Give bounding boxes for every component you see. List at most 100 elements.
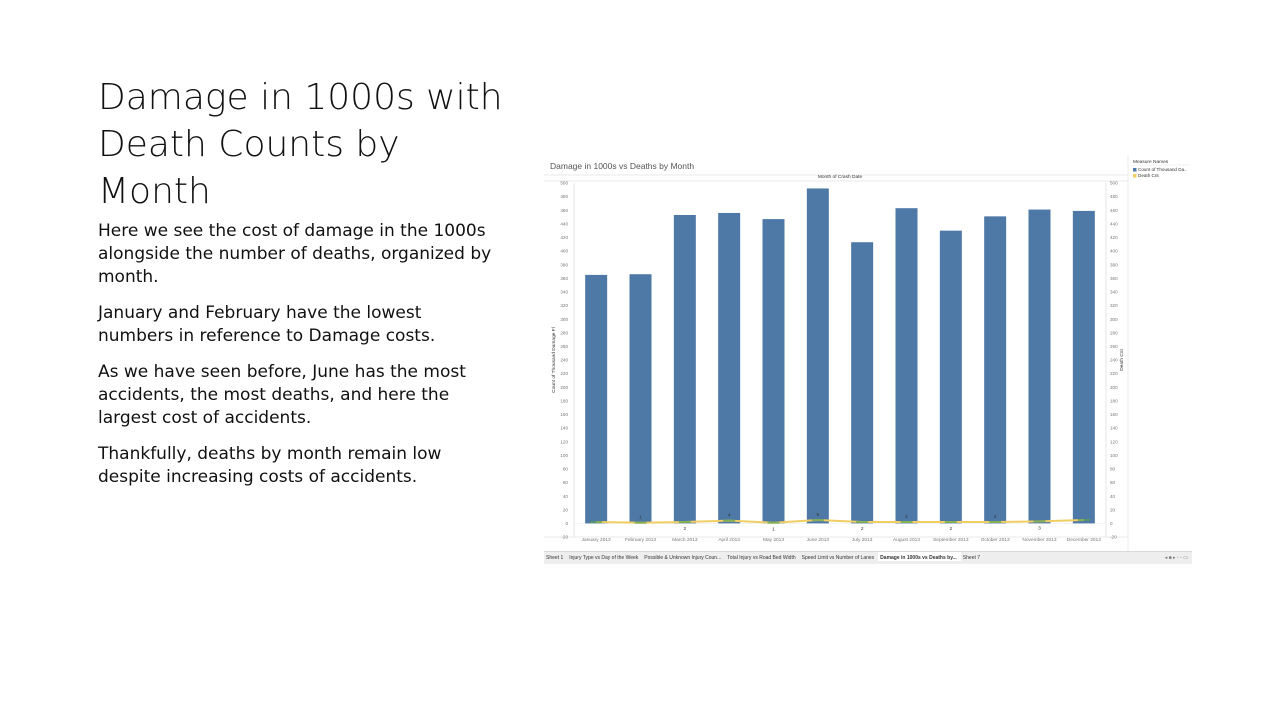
death-count-marker: [989, 521, 1002, 524]
y2-tick-label: 60: [1110, 480, 1116, 485]
y2-tick-label: 380: [1110, 262, 1118, 267]
y-tick-label: 480: [560, 194, 568, 199]
x-tick-label: February 2013: [625, 537, 657, 543]
y2-tick-label: 400: [1110, 249, 1118, 254]
bar: [629, 274, 652, 524]
y2-tick-label: 200: [1110, 385, 1118, 390]
death-count-marker: [1077, 518, 1090, 521]
slide-paragraph: Here we see the cost of damage in the 10…: [98, 221, 492, 287]
death-count-marker: [590, 521, 603, 524]
y-tick-label: 20: [563, 507, 569, 512]
sheet-tab[interactable]: Injury Type vs Day of the Week: [569, 555, 639, 561]
legend-entry: Death Cnt: [1138, 173, 1159, 178]
x-tick-label: January 2013: [582, 537, 611, 543]
y-tick-label: 40: [563, 494, 569, 499]
x-tick-label: April 2013: [718, 537, 740, 543]
y-axis-title: Count of Thousand Damage Fl: [551, 327, 557, 393]
bar: [718, 212, 741, 524]
bar: [673, 214, 696, 524]
death-count-marker: [944, 521, 957, 524]
slide-body: Here we see the cost of damage in the 10…: [98, 220, 498, 502]
death-count-marker: [811, 518, 824, 521]
y-tick-label: 240: [560, 358, 568, 363]
y-tick-label: 200: [560, 385, 568, 390]
y2-tick-label: 100: [1110, 453, 1118, 458]
x-tick-label: August 2013: [893, 537, 920, 543]
y-tick-label: 360: [560, 276, 568, 281]
death-count-label: 1: [639, 515, 642, 521]
death-count-label: 2: [994, 514, 997, 520]
death-count-label: 3: [1038, 525, 1041, 531]
death-count-marker: [900, 521, 913, 524]
bar: [984, 216, 1007, 524]
x-tick-label: June 2013: [807, 537, 830, 543]
x-tick-label: July 2013: [852, 537, 873, 543]
y2-tick-label: 140: [1110, 426, 1118, 431]
y2-tick-label: 340: [1110, 290, 1118, 295]
y2-tick-label: 260: [1110, 344, 1118, 349]
y-tick-label: -20: [561, 535, 568, 540]
death-count-label: 2: [861, 526, 864, 532]
sheet-tab[interactable]: Sheet 1: [546, 555, 564, 561]
y-tick-label: 260: [560, 344, 568, 349]
y-tick-label: 500: [560, 181, 568, 186]
tab-navigation-controls[interactable]: ◂ ■ ▸ ▫ ▫ ▭: [1164, 555, 1188, 561]
legend-title: Measure Names: [1133, 159, 1169, 165]
sheet-tab[interactable]: Total Injury vs Road Bed Width: [727, 555, 796, 561]
y2-tick-label: 300: [1110, 317, 1118, 322]
y-tick-label: 320: [560, 303, 568, 308]
y-tick-label: 280: [560, 330, 568, 335]
bar: [806, 188, 829, 524]
bar: [1028, 209, 1051, 524]
legend-swatch: [1133, 168, 1137, 172]
y2-tick-label: 480: [1110, 194, 1118, 199]
y2-tick-label: 320: [1110, 303, 1118, 308]
tableau-worksheet: Damage in 1000s vs Deaths by Month Month …: [544, 155, 1192, 564]
y-tick-label: 340: [560, 290, 568, 295]
sheet-tab[interactable]: Possible & Unknown Injury Coun...: [644, 555, 722, 561]
column-header: Month of Crash Date: [818, 174, 863, 180]
chart: Damage in 1000s vs Deaths by Month Month …: [544, 155, 1190, 551]
y-tick-label: 460: [560, 208, 568, 213]
legend-entry: Count of Thousand Da..: [1138, 167, 1187, 172]
bar: [895, 208, 918, 524]
death-count-marker: [856, 521, 869, 524]
y2-tick-label: 220: [1110, 371, 1118, 376]
x-tick-label: September 2013: [933, 537, 969, 543]
y-tick-label: 100: [560, 453, 568, 458]
death-count-label: 5: [816, 512, 819, 518]
x-tick-label: November 2013: [1022, 537, 1056, 543]
bar: [939, 230, 962, 524]
death-count-label: 2: [683, 526, 686, 532]
y-tick-label: 120: [560, 439, 568, 444]
sheet-tab-active[interactable]: Damage in 1000s vs Deaths by...: [878, 552, 961, 561]
y-tick-label: 440: [560, 221, 568, 226]
sheet-tab[interactable]: Sheet 7: [962, 555, 981, 561]
y2-tick-label: 440: [1110, 221, 1118, 226]
y2-tick-label: 360: [1110, 276, 1118, 281]
y2-tick-label: 460: [1110, 208, 1118, 213]
worksheet-title: Damage in 1000s vs Deaths by Month: [550, 161, 694, 171]
slide-title: Damage in 1000s with Death Counts by Mon…: [98, 77, 503, 212]
y-tick-label: 80: [563, 467, 569, 472]
death-count-label: 4: [728, 513, 731, 519]
y2-tick-label: 40: [1110, 494, 1116, 499]
y-tick-label: 220: [560, 371, 568, 376]
death-count-marker: [678, 521, 691, 524]
x-tick-label: December 2013: [1067, 537, 1101, 543]
sheet-tab-bar: Sheet 1 Injury Type vs Day of the Week Pos…: [544, 551, 1192, 564]
death-count-marker: [634, 521, 647, 524]
death-count-label: 2: [949, 526, 952, 532]
y-tick-label: 300: [560, 317, 568, 322]
y-tick-label: 60: [563, 480, 569, 485]
y-tick-label: 160: [560, 412, 568, 417]
y2-axis-title: Death Cnt: [1119, 349, 1125, 371]
legend-swatch: [1133, 174, 1137, 178]
death-count-line: [596, 518, 1084, 524]
sheet-tab[interactable]: Speed Limit vs Number of Lanes: [801, 555, 875, 561]
bar: [1072, 210, 1095, 524]
y2-tick-label: 180: [1110, 398, 1118, 403]
x-tick-label: March 2013: [672, 537, 698, 543]
y2-tick-label: 120: [1110, 439, 1118, 444]
y2-tick-label: 240: [1110, 358, 1118, 363]
